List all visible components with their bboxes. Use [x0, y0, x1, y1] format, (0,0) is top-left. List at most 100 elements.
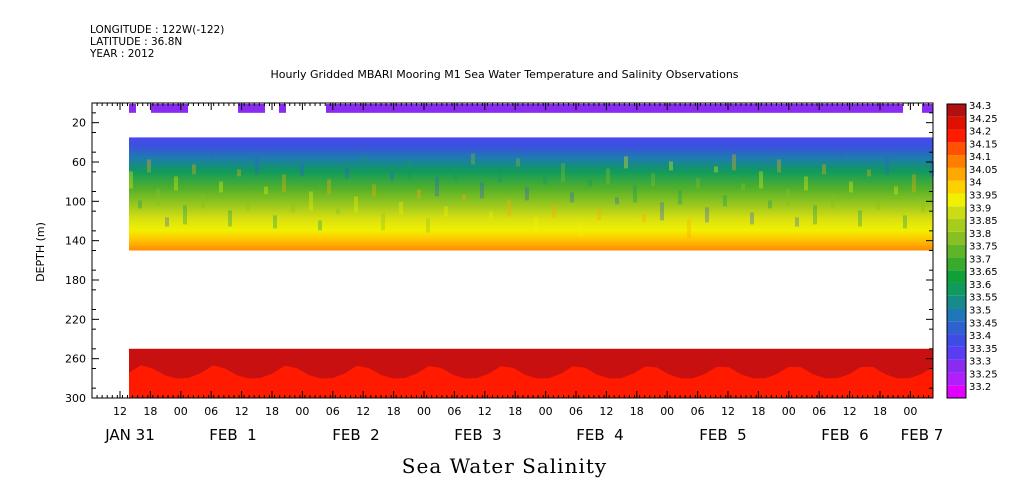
surface-salinity-band: [238, 104, 265, 113]
colorbar-swatch: [947, 385, 966, 398]
contour-texture: [300, 162, 304, 177]
x-tick-label: 18: [387, 405, 401, 418]
colorbar-frame: [946, 103, 967, 399]
contour-texture: [471, 153, 475, 165]
x-tick-label: 00: [295, 405, 309, 418]
contour-texture: [768, 200, 772, 209]
colorbar-swatch: [947, 295, 966, 309]
colorbar-label: 33.3: [969, 357, 991, 368]
bottom-title: Sea Water Salinity: [401, 454, 608, 478]
x-date-label: FEB 1: [209, 426, 256, 444]
colorbar-label: 33.8: [969, 229, 991, 240]
colorbar-label: 33.7: [969, 254, 991, 265]
y-axis-label: DEPTH (m): [34, 222, 47, 282]
contour-texture: [372, 184, 376, 197]
colorbar-swatch: [947, 142, 966, 156]
colorbar-label: 33.2: [969, 382, 991, 393]
colorbar-label: 33.9: [969, 203, 991, 214]
contour-texture: [642, 214, 646, 223]
contour-texture: [354, 196, 358, 213]
contour-texture: [795, 217, 799, 227]
contour-texture: [840, 152, 844, 159]
colorbar-swatch: [947, 193, 966, 207]
contour-texture: [210, 152, 214, 159]
contour-texture: [219, 181, 223, 193]
contour-texture: [381, 213, 385, 231]
contour-texture: [660, 202, 664, 221]
contour-texture: [192, 164, 196, 175]
contour-texture: [894, 186, 898, 195]
contour-texture: [480, 182, 484, 199]
contour-texture: [462, 194, 466, 201]
contour-texture: [147, 159, 151, 173]
contour-texture: [597, 209, 601, 221]
contour-texture: [849, 181, 853, 193]
y-tick-label: 140: [65, 235, 86, 248]
contour-texture: [615, 197, 619, 205]
upper-salinity-band: [129, 137, 933, 251]
contour-texture: [183, 205, 187, 225]
longitude-label: LONGITUDE : 122W(-122): [90, 24, 225, 36]
surface-salinity-band: [129, 104, 136, 113]
x-date-label: FEB 3: [454, 426, 501, 444]
colorbar-label: 33.55: [969, 293, 998, 304]
x-tick-label: 00: [417, 405, 431, 418]
x-tick-label: 18: [630, 405, 644, 418]
contour-texture: [705, 207, 709, 223]
contour-texture: [165, 217, 169, 227]
colorbar-swatch: [947, 244, 966, 258]
contour-texture: [237, 169, 241, 177]
x-date-label: FEB 4: [576, 426, 623, 444]
colorbar-label: 34: [969, 178, 982, 189]
colorbar-swatch: [947, 372, 966, 386]
x-tick-label: 18: [508, 405, 522, 418]
y-tick-label: 300: [65, 392, 86, 405]
contour-texture: [678, 190, 682, 205]
colorbar-label: 34.2: [969, 127, 991, 138]
year-label: YEAR : 2012: [90, 48, 155, 60]
contour-texture: [264, 186, 268, 195]
contour-texture: [876, 198, 880, 211]
contour-texture: [138, 200, 142, 209]
x-tick-label: 06: [326, 405, 340, 418]
contour-texture: [516, 158, 520, 167]
contour-texture: [723, 195, 727, 207]
x-tick-label: 00: [782, 405, 796, 418]
contour-texture: [633, 185, 637, 203]
y-tick-label: 20: [72, 117, 86, 130]
contour-texture: [255, 157, 259, 175]
colorbar-swatch: [947, 206, 966, 220]
x-tick-label: 18: [751, 405, 765, 418]
contour-texture: [363, 155, 367, 163]
contour-texture: [822, 164, 826, 175]
x-tick-label: 06: [812, 405, 826, 418]
colorbar-label: 34.15: [969, 139, 998, 150]
contour-texture: [921, 203, 925, 213]
contour-texture: [426, 218, 430, 233]
contour-texture: [201, 193, 205, 209]
x-tick-label: 18: [873, 405, 887, 418]
x-tick-label: 12: [113, 405, 127, 418]
contour-texture: [156, 188, 160, 207]
plot-area: [129, 104, 934, 398]
x-tick-label: 00: [539, 405, 553, 418]
contour-texture: [489, 211, 493, 219]
y-tick-label: 220: [65, 313, 86, 326]
colorbar-label: 34.1: [969, 152, 991, 163]
contour-texture: [273, 215, 277, 229]
contour-texture: [228, 210, 232, 227]
contour-texture: [651, 173, 655, 187]
x-tick-label: 00: [660, 405, 674, 418]
colorbar-swatch: [947, 167, 966, 181]
contour-texture: [282, 174, 286, 193]
colorbar-swatch: [947, 257, 966, 271]
contour-texture: [696, 178, 700, 189]
contour-texture: [246, 198, 250, 211]
colorbar-label: 33.5: [969, 306, 991, 317]
surface-salinity-band: [279, 104, 286, 113]
contour-texture: [750, 212, 754, 225]
colorbar-swatch: [947, 321, 966, 335]
contour-texture: [507, 199, 511, 217]
contour-texture: [444, 206, 448, 217]
